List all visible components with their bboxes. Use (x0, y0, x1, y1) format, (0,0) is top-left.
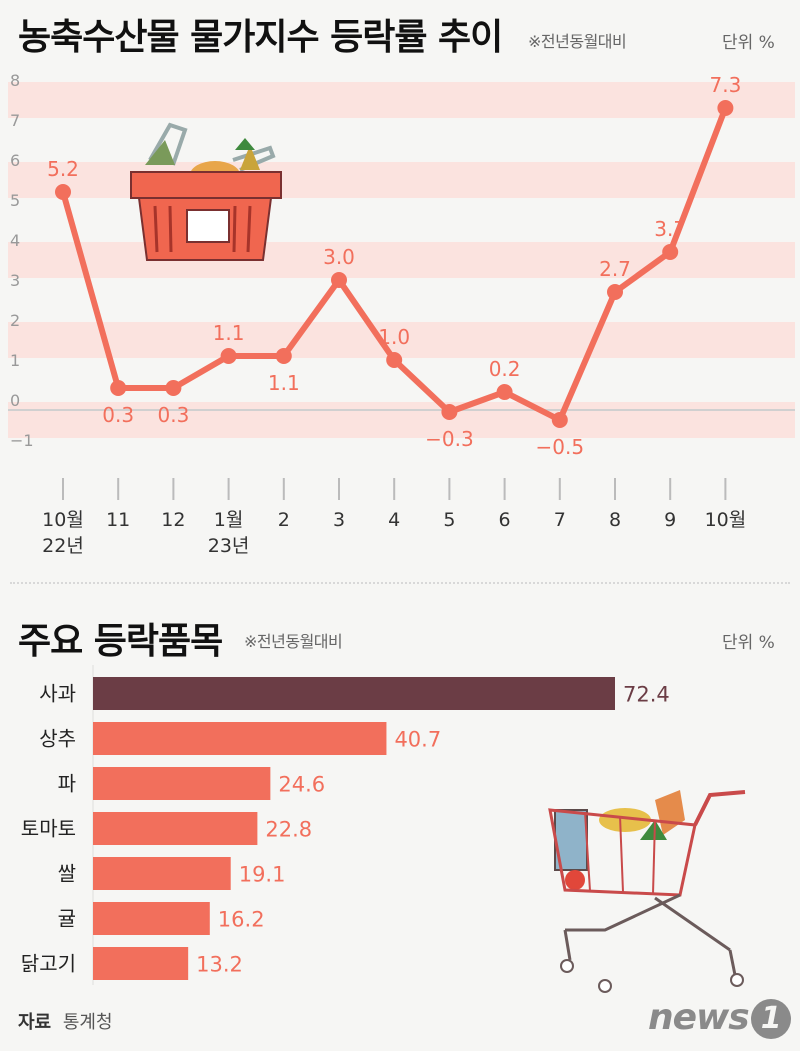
bar-category-label: 사과 (39, 682, 76, 706)
data-label: −0.5 (536, 435, 585, 459)
y-tick-label: 6 (10, 151, 20, 170)
data-point (55, 184, 71, 200)
bar-chart-unit: 단위 % (722, 633, 775, 653)
bar-category-label: 파 (58, 772, 76, 796)
bar-value-label: 22.8 (265, 818, 312, 842)
y-tick-label: 0 (10, 391, 20, 410)
bar-category-label: 상추 (39, 727, 76, 751)
data-point (386, 352, 403, 368)
x-tick-label: 10월 (42, 509, 84, 531)
bar-category-label: 귤 (58, 907, 76, 931)
x-tick-label: 4 (388, 509, 400, 531)
news1-logo: news 1 (648, 997, 791, 1039)
x-tick-label: 10월 (705, 509, 747, 531)
x-tick-label: 5 (443, 509, 455, 531)
grid-band (8, 402, 795, 438)
bar-value-label: 19.1 (239, 863, 286, 887)
bar-category-label: 쌀 (58, 862, 76, 886)
grid-band (8, 82, 795, 118)
line-chart-unit: 단위 % (722, 33, 775, 53)
bar-value-label: 24.6 (278, 773, 325, 797)
shopping-cart-icon (548, 790, 746, 993)
x-tick-label: 23년 (208, 535, 250, 557)
bar-value-label: 40.7 (394, 728, 441, 752)
x-tick-label: 8 (609, 509, 621, 531)
logo-text: news (648, 997, 750, 1038)
x-tick-label: 2 (278, 509, 290, 531)
data-label: 3.0 (323, 245, 355, 269)
data-point (275, 348, 292, 364)
bar-chart-title: 주요 등락품목 (18, 621, 223, 662)
x-tick-label: 3 (333, 509, 345, 531)
y-tick-label: 4 (10, 231, 20, 250)
line-chart-title: 농축수산물 물가지수 등락률 추이 (18, 17, 503, 58)
y-tick-label: 3 (10, 271, 20, 290)
y-tick-label: 7 (10, 111, 20, 130)
bar-category-label: 닭고기 (21, 952, 76, 976)
bar-value-label: 16.2 (218, 908, 265, 932)
source-note: 자료 통계청 (18, 1008, 113, 1034)
data-label: 0.3 (157, 403, 189, 427)
source-label: 자료 (18, 1012, 52, 1033)
bar-value-label: 72.4 (623, 683, 670, 707)
data-label: −0.3 (425, 427, 474, 451)
section-divider (10, 582, 790, 584)
data-label: 0.2 (489, 357, 521, 381)
y-tick-label: 2 (10, 311, 20, 330)
bar (93, 722, 387, 755)
data-point (441, 404, 458, 420)
y-tick-label: 5 (10, 191, 20, 210)
data-point (110, 380, 127, 396)
bar-chart: 사과 72.4 상추 40.7 파 24.6 토마토 22.8 쌀 19.1 귤 16.2 닭고기 13.… (21, 665, 670, 985)
x-tick-label: 9 (664, 509, 676, 531)
bar (93, 767, 271, 800)
data-label: 1.0 (378, 325, 410, 349)
bar (93, 677, 615, 710)
data-label: 2.7 (599, 257, 631, 281)
data-point (496, 384, 513, 400)
data-label: 5.2 (47, 157, 79, 181)
x-tick-label: 22년 (42, 535, 84, 557)
bar (93, 857, 231, 890)
x-tick-label: 12 (161, 509, 185, 531)
data-point (607, 284, 623, 300)
data-point (551, 412, 568, 428)
data-point (662, 244, 679, 260)
y-tick-label: 8 (10, 71, 20, 90)
grid-band (8, 322, 795, 358)
data-point (331, 272, 347, 288)
shopping-basket-icon (130, 122, 282, 261)
data-point (717, 100, 734, 116)
bar-chart-note: ※전년동월대비 (244, 632, 343, 651)
x-tick-label: 11 (106, 509, 130, 531)
y-tick-label: −1 (10, 431, 34, 450)
data-label: 7.3 (709, 73, 741, 97)
x-tick-label: 7 (554, 509, 566, 531)
logo-mark: 1 (750, 999, 791, 1039)
data-point (165, 380, 182, 396)
bar-category-label: 토마토 (21, 817, 76, 841)
bar-value-label: 13.2 (196, 953, 243, 977)
source-value: 통계청 (62, 1012, 113, 1033)
data-label: 3.7 (654, 217, 686, 241)
x-tick-label: 6 (499, 509, 511, 531)
data-label: 0.3 (102, 403, 134, 427)
bar (93, 812, 258, 845)
data-label: 1.1 (268, 371, 300, 395)
data-point (220, 348, 237, 364)
line-chart-note: ※전년동월대비 (528, 32, 627, 51)
line-chart: 8 7 6 5 4 3 2 1 0 −1 10월 22년 11 12 1월 23년 2 3 4 5 6 7 8 9 10월 5.2… (8, 71, 795, 557)
data-label: 1.1 (213, 321, 245, 345)
y-tick-label: 1 (10, 351, 20, 370)
bar (93, 902, 210, 935)
bar (93, 947, 189, 980)
x-tick-label: 1월 (214, 509, 244, 531)
